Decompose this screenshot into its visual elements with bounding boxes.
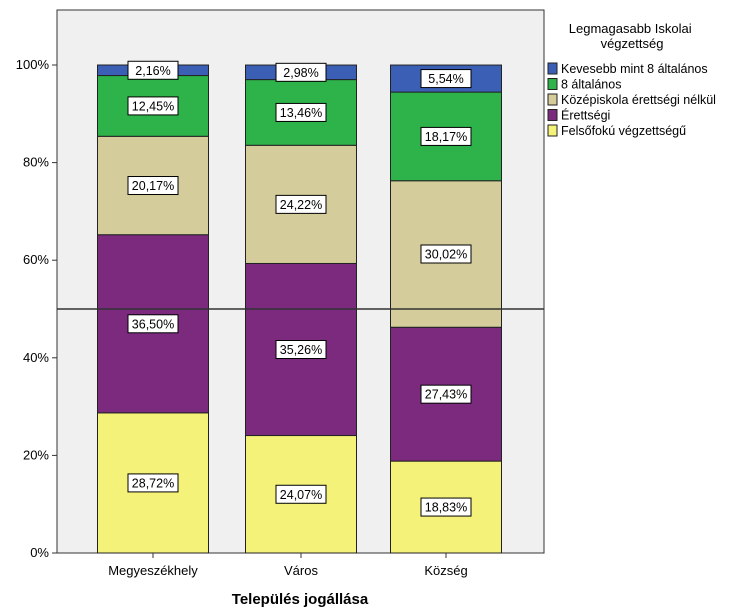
legend-label: Érettségi [561,108,610,123]
bar-label-box [127,96,179,116]
y-tick-label: 80% [23,155,49,170]
bar-value-label: 24,22% [280,198,322,212]
bar-value-label: 18,17% [425,130,467,144]
legend-title-line-1: Legmagasabb Iskolai [569,21,692,36]
legend-title: Legmagasabb Iskolai végzettség [569,21,695,51]
bar-label-box [275,62,327,82]
legend-label: 8 általános [561,78,621,92]
legend-swatch [547,124,558,137]
legend-title-line-2: végzettség [601,36,664,51]
legend-swatch [547,109,558,121]
legend-label: Felsőfokú végzettségű [561,124,686,138]
bar-value-label: 36,50% [132,317,174,331]
x-tick-label: Megyeszékhely [108,563,198,578]
x-axis-title: Település jogállása [232,591,369,608]
y-tick-label: 20% [23,447,49,462]
legend: Legmagasabb Iskolai végzettség Kevesebb … [547,21,716,138]
y-tick-label: 100% [16,57,50,72]
bar-value-label: 35,26% [280,343,322,357]
legend-swatch [547,62,558,75]
bar-value-label: 20,17% [132,179,174,193]
y-axis: 0% 20% 40% 60% 80% 100% [16,57,57,560]
bars [97,64,502,554]
bar-label-box [127,314,179,334]
bar-label-box [420,126,472,146]
bar-value-label: 13,46% [280,106,322,120]
bar-label-box [420,384,472,404]
bar-value-label: 2,16% [135,64,170,78]
legend-swatch [547,78,558,90]
x-tick-label: Község [424,563,467,578]
bar-value-label: 2,98% [283,66,318,80]
bar-label-box [275,340,327,360]
bar-label-box [275,194,327,214]
bar-label-box [127,176,179,196]
bar-label-box [420,497,472,517]
y-tick-label: 0% [30,545,49,560]
bar-label-box [420,244,472,264]
bar-value-label: 5,54% [428,72,463,86]
bar-value-label: 30,02% [425,248,467,262]
legend-items: Kevesebb mint 8 általános 8 általánosKözé… [547,62,716,138]
x-axis: Megyeszékhely Város Község [108,553,468,578]
legend-label: Kevesebb mint 8 általános [561,62,708,76]
y-tick-label: 60% [23,252,49,267]
bar-value-labels: 28,72% 36,50% 20,17% 12,45% 2,16% 24,07% 35,26… [127,60,472,517]
bar-value-label: 18,83% [425,501,467,515]
legend-swatch [547,93,558,106]
x-tick-label: Város [284,563,318,578]
bar-label-box [275,484,327,504]
bar-label-box [127,473,179,493]
bar-value-label: 24,07% [280,488,322,502]
legend-label: Középiskola érettségi nélkül [561,93,716,107]
bar-value-label: 28,72% [132,476,174,490]
y-tick-label: 40% [23,350,49,365]
bar-label-box [127,60,179,80]
bar-label-box [275,102,327,122]
bar-value-label: 12,45% [132,99,174,113]
bar-value-label: 27,43% [425,388,467,402]
bar-label-box [420,69,472,89]
